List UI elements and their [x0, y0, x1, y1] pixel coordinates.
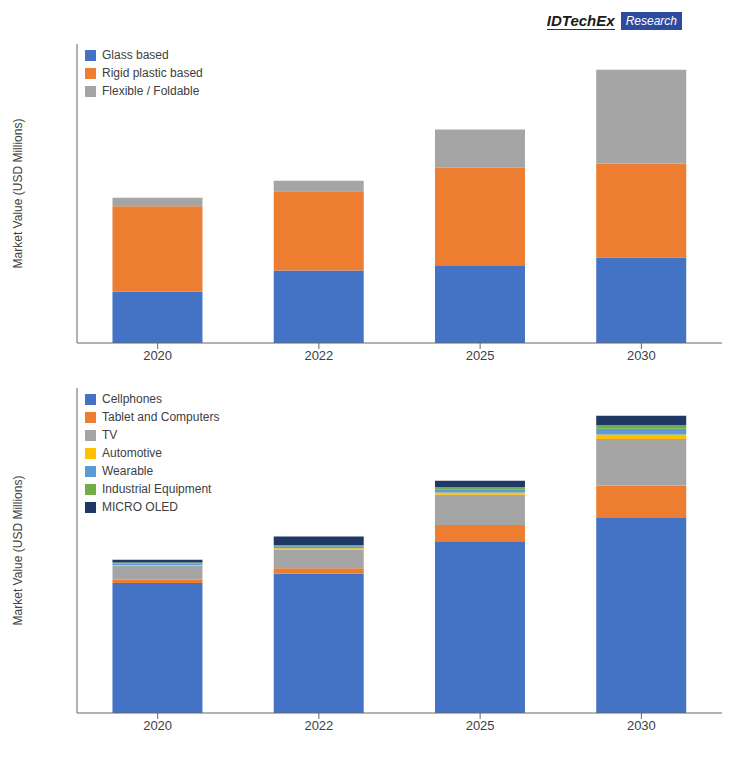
html-text:IDTechEx: IDTechEx	[546, 12, 615, 29]
svg-text:2020: 2020	[143, 718, 172, 733]
html-text:Rigid plastic based: Rigid plastic based	[102, 66, 203, 80]
svg-text:2022: 2022	[304, 348, 333, 363]
svg-text:2030: 2030	[627, 718, 656, 733]
html-text:Cellphones: Cellphones	[102, 392, 162, 406]
html-text:Industrial Equipment: Industrial Equipment	[102, 482, 212, 496]
svg-text:2022: 2022	[304, 718, 333, 733]
html-text:Research: Research	[625, 14, 677, 28]
html-text:Flexible / Foldable: Flexible / Foldable	[102, 84, 200, 98]
html-text:Wearable: Wearable	[102, 464, 154, 478]
html-text:Glass based: Glass based	[102, 48, 169, 62]
svg-text:2025: 2025	[466, 718, 495, 733]
html-text:Automotive: Automotive	[102, 446, 162, 460]
html-text:MICRO OLED: MICRO OLED	[102, 500, 178, 514]
html-text:TV: TV	[102, 428, 118, 442]
svg-text:2020: 2020	[143, 348, 172, 363]
html-text:Tablet and Computers: Tablet and Computers	[102, 410, 220, 424]
svg-text:Market Value (USD Millions): Market Value (USD Millions)	[11, 119, 25, 269]
svg-text:2030: 2030	[627, 348, 656, 363]
svg-text:2025: 2025	[466, 348, 495, 363]
svg-text:Market Value (USD Millions): Market Value (USD Millions)	[11, 476, 25, 626]
